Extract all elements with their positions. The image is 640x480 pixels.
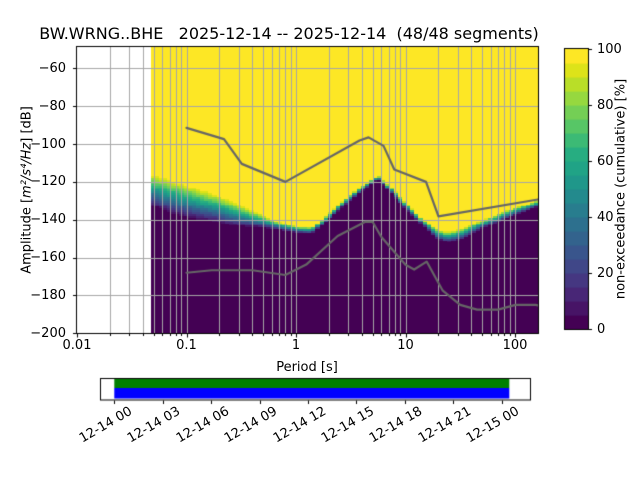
- y-tick-label: −200: [30, 325, 66, 341]
- y-tick-label: −140: [30, 212, 66, 228]
- colorbar-tick-label: 100: [597, 41, 622, 57]
- colorbar-tick-label: 40: [597, 209, 614, 225]
- y-tick-label: −60: [38, 60, 66, 76]
- colorbar-tick-label: 60: [597, 153, 614, 169]
- x-axis-label: Period [s]: [276, 360, 338, 375]
- colorbar-tick-label: 0: [597, 321, 606, 337]
- colorbar-tick-label: 80: [597, 97, 614, 113]
- colorbar-tick-label: 20: [597, 265, 614, 281]
- y-tick-label: −80: [38, 98, 66, 114]
- x-tick-label: 0.01: [62, 338, 92, 353]
- colorbar-label: non-exceedance (cumulative) [%]: [613, 78, 629, 300]
- plot-title: BW.WRNG..BHE 2025-12-14 -- 2025-12-14 (4…: [39, 24, 539, 43]
- y-tick-label: −160: [30, 250, 66, 266]
- y-axis-label: Amplitude [m²/s⁴/Hz] [dB]: [20, 106, 35, 274]
- x-tick-label: 100: [502, 338, 528, 353]
- x-tick-label: 0.1: [176, 338, 197, 353]
- x-tick-label: 1: [291, 338, 301, 353]
- y-tick-label: −180: [30, 287, 66, 303]
- y-tick-label: −100: [30, 136, 66, 152]
- x-tick-label: 10: [397, 338, 414, 353]
- y-tick-label: −120: [30, 174, 66, 190]
